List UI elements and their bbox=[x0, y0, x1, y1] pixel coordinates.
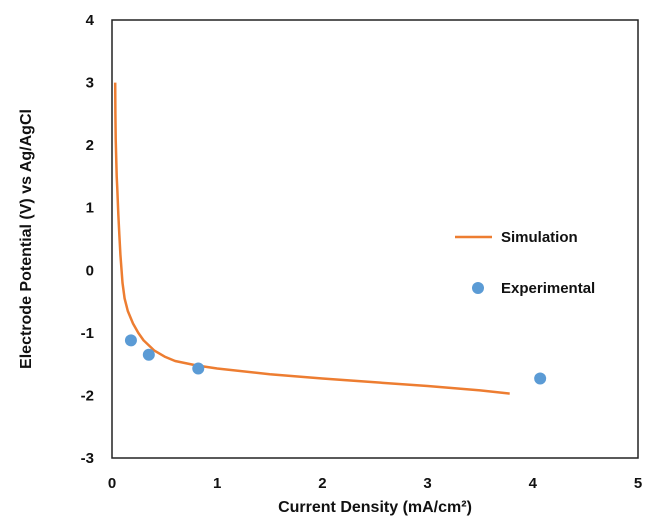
x-tick-label: 0 bbox=[108, 475, 116, 492]
series-layer bbox=[113, 82, 547, 395]
y-tick-label: 1 bbox=[86, 200, 94, 217]
experimental-point bbox=[124, 334, 137, 347]
y-tick-label: 2 bbox=[86, 137, 94, 154]
y-tick-label: 3 bbox=[86, 75, 94, 92]
legend: Simulation Experimental bbox=[455, 229, 595, 297]
y-tick-label: -3 bbox=[81, 450, 94, 467]
axes bbox=[111, 19, 639, 459]
x-tick-label: 5 bbox=[634, 475, 642, 492]
y-tick-label: 0 bbox=[86, 262, 94, 279]
x-tick-label: 4 bbox=[529, 475, 538, 492]
legend-experimental-swatch bbox=[472, 282, 484, 294]
y-axis-title: Electrode Potential (V) vs Ag/AgCl bbox=[18, 109, 35, 369]
legend-experimental-label: Experimental bbox=[501, 280, 595, 297]
y-tick-label: -2 bbox=[81, 387, 94, 404]
x-axis-title: Current Density (mA/cm²) bbox=[278, 499, 472, 516]
y-tick-label: 4 bbox=[86, 12, 95, 29]
plot-area-border bbox=[111, 19, 639, 459]
experimental-point bbox=[192, 362, 205, 375]
y-tick-label: -1 bbox=[81, 325, 94, 342]
x-tick-label: 3 bbox=[423, 475, 431, 492]
tick-labels: 0 1 2 3 4 5 4 3 2 1 0 -1 -2 -3 bbox=[81, 12, 643, 492]
legend-simulation-label: Simulation bbox=[501, 229, 578, 246]
experimental-point bbox=[142, 348, 155, 361]
x-tick-label: 1 bbox=[213, 475, 221, 492]
x-tick-label: 2 bbox=[318, 475, 326, 492]
experimental-point bbox=[534, 372, 547, 385]
simulation-line bbox=[113, 82, 510, 395]
